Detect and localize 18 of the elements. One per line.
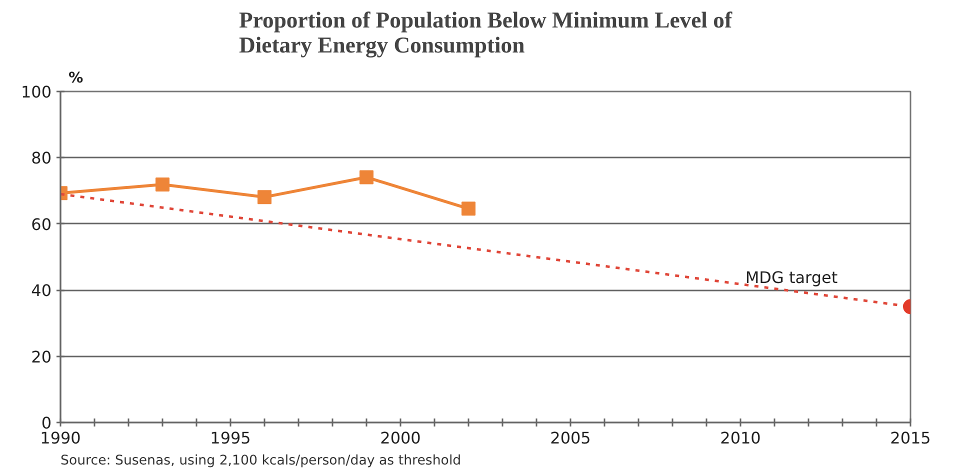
point (156, 178, 170, 192)
x-tick-label: 2010 (720, 428, 761, 448)
y-tick-label: 60 (31, 214, 52, 234)
y-tick-label: 40 (31, 281, 52, 300)
x-tick-label: 2015 (890, 428, 931, 448)
point (462, 202, 476, 216)
y-tick-label: 20 (31, 347, 52, 366)
series-label: MDG target (745, 268, 838, 287)
x-tick-label: 2005 (550, 428, 591, 448)
source-note: Source: Susenas, using 2,100 kcals/person/day as threshold (60, 454, 462, 468)
chart-title: Proportion of Population Below Minimum Level of Dietary Energy Consumption (239, 8, 732, 58)
y-axis-title: % (68, 70, 84, 86)
point (360, 170, 374, 184)
point (258, 190, 272, 204)
y-tick-label: 80 (31, 148, 52, 168)
x-tick-label: 1995 (210, 428, 251, 448)
y-tick-label: 100 (20, 82, 52, 102)
x-tick-label: 2000 (380, 428, 421, 448)
